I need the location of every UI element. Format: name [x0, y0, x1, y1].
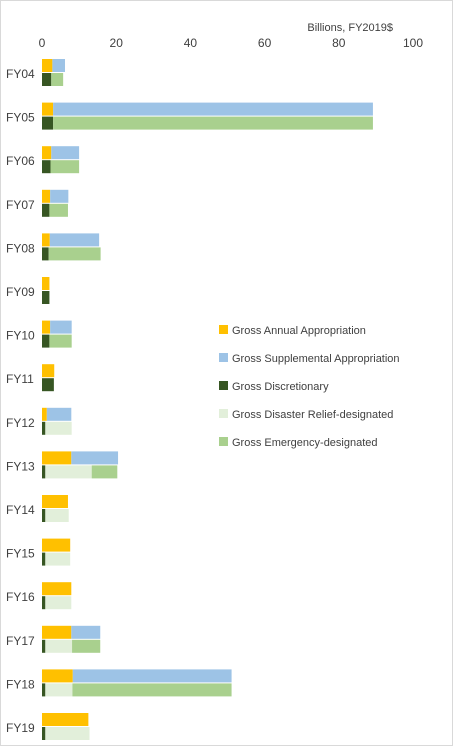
bar-segment-gross-disaster-relief-designated — [45, 421, 72, 435]
bar-segment-gross-supplemental-appropriation — [71, 451, 119, 465]
bar-segment-gross-annual-appropriation — [42, 189, 51, 203]
x-axis: 0 20 40 60 80 100 Billions, FY2019$ — [39, 22, 424, 50]
x-tick-label: 80 — [332, 36, 346, 50]
bar-segment-gross-emergency-designated — [49, 334, 72, 348]
bar-segment-gross-discretionary — [42, 421, 46, 435]
bar-segment-gross-supplemental-appropriation — [46, 407, 72, 421]
bar-segment-gross-discretionary — [42, 203, 50, 217]
bar-segment-gross-discretionary — [42, 596, 46, 610]
legend-swatch — [219, 437, 228, 446]
category-label: FY07 — [6, 198, 35, 212]
legend: Gross Annual Appropriation Gross Suppleme… — [219, 325, 400, 449]
bar-segment-gross-discretionary — [42, 116, 54, 130]
category-label: FY18 — [6, 677, 35, 691]
bar-segment-gross-supplemental-appropriation — [51, 146, 80, 160]
bar-segment-gross-annual-appropriation — [42, 669, 73, 683]
bar-segment-gross-discretionary — [42, 683, 46, 697]
category-label: FY19 — [6, 721, 35, 735]
legend-label: Gross Annual Appropriation — [232, 325, 366, 337]
bar-segment-gross-discretionary — [42, 160, 51, 174]
category-label: FY10 — [6, 329, 35, 343]
category-label: FY16 — [6, 590, 35, 604]
bar-segment-gross-emergency-designated — [91, 465, 118, 479]
bar-segment-gross-emergency-designated — [51, 73, 64, 86]
bar-segment-gross-emergency-designated — [72, 683, 232, 697]
bar-segment-gross-discretionary — [42, 378, 54, 392]
bar-segment-gross-disaster-relief-designated — [45, 552, 71, 566]
category-label: FY13 — [6, 459, 35, 473]
category-labels: FY04 FY05 FY06 FY07 FY08 FY09 FY10 FY11 FY12 FY13… — [6, 67, 35, 735]
category-label: FY14 — [6, 503, 35, 517]
bar-segment-gross-disaster-relief-designated — [45, 639, 73, 653]
bar-segment-gross-annual-appropriation — [42, 102, 54, 116]
legend-label: Gross Discretionary — [232, 381, 329, 393]
legend-swatch — [219, 353, 228, 362]
bar-segment-gross-discretionary — [42, 552, 46, 566]
axis-units-label: Billions, FY2019$ — [307, 22, 393, 34]
bar-segment-gross-annual-appropriation — [42, 582, 72, 596]
bar-segment-gross-supplemental-appropriation — [50, 320, 72, 334]
bar-segment-gross-supplemental-appropriation — [72, 669, 232, 683]
bar-segment-gross-annual-appropriation — [42, 277, 50, 290]
category-label: FY11 — [6, 372, 34, 386]
x-tick-label: 20 — [110, 36, 124, 50]
bar-segment-gross-annual-appropriation — [42, 59, 53, 72]
bars — [42, 59, 373, 740]
category-label: FY09 — [6, 285, 35, 299]
bar-segment-gross-emergency-designated — [72, 639, 101, 653]
bar-segment-gross-annual-appropriation — [42, 538, 71, 552]
category-label: FY15 — [6, 547, 35, 561]
bar-segment-gross-emergency-designated — [48, 247, 101, 261]
bar-segment-gross-annual-appropriation — [42, 713, 89, 726]
bar-segment-gross-emergency-designated — [49, 203, 68, 217]
bar-segment-gross-discretionary — [42, 509, 46, 522]
bar-segment-gross-discretionary — [42, 73, 52, 86]
bar-segment-gross-supplemental-appropriation — [71, 625, 101, 639]
bar-segment-gross-discretionary — [42, 465, 46, 479]
x-tick-label: 60 — [258, 36, 272, 50]
bar-segment-gross-annual-appropriation — [42, 320, 51, 334]
bar-segment-gross-emergency-designated — [53, 116, 373, 130]
x-tick-label: 40 — [184, 36, 198, 50]
bar-segment-gross-supplemental-appropriation — [49, 233, 100, 247]
bar-segment-gross-disaster-relief-designated — [45, 596, 72, 610]
legend-swatch — [219, 409, 228, 418]
legend-label: Gross Supplemental Appropriation — [232, 353, 400, 365]
x-tick-label: 100 — [403, 36, 423, 50]
bar-segment-gross-annual-appropriation — [42, 364, 55, 378]
legend-label: Gross Disaster Relief-designated — [232, 409, 393, 421]
bar-segment-gross-disaster-relief-designated — [45, 683, 73, 697]
bar-segment-gross-annual-appropriation — [42, 451, 72, 465]
bar-segment-gross-annual-appropriation — [42, 233, 50, 247]
category-label: FY12 — [6, 416, 35, 430]
bar-segment-gross-annual-appropriation — [42, 407, 47, 421]
bar-segment-gross-supplemental-appropriation — [52, 59, 66, 72]
legend-swatch — [219, 381, 228, 390]
category-label: FY05 — [6, 111, 35, 125]
bar-segment-gross-annual-appropriation — [42, 495, 68, 508]
bar-segment-gross-discretionary — [42, 247, 49, 261]
category-label: FY04 — [6, 67, 35, 81]
bar-segment-gross-emergency-designated — [50, 160, 80, 174]
legend-swatch — [219, 325, 228, 334]
bar-segment-gross-discretionary — [42, 727, 46, 740]
bar-segment-gross-disaster-relief-designated — [45, 465, 92, 479]
bar-segment-gross-disaster-relief-designated — [45, 509, 69, 522]
bar-segment-gross-supplemental-appropriation — [50, 189, 69, 203]
category-label: FY06 — [6, 154, 35, 168]
bar-segment-gross-annual-appropriation — [42, 146, 52, 160]
bar-segment-gross-supplemental-appropriation — [53, 102, 373, 116]
x-tick-label: 0 — [39, 36, 46, 50]
bar-segment-gross-discretionary — [42, 334, 50, 348]
legend-label: Gross Emergency-designated — [232, 437, 378, 449]
category-label: FY17 — [6, 634, 35, 648]
bar-segment-gross-discretionary — [42, 639, 46, 653]
bar-segment-gross-annual-appropriation — [42, 625, 72, 639]
bar-segment-gross-discretionary — [42, 291, 50, 304]
bar-segment-gross-disaster-relief-designated — [45, 727, 90, 740]
category-label: FY08 — [6, 241, 35, 255]
